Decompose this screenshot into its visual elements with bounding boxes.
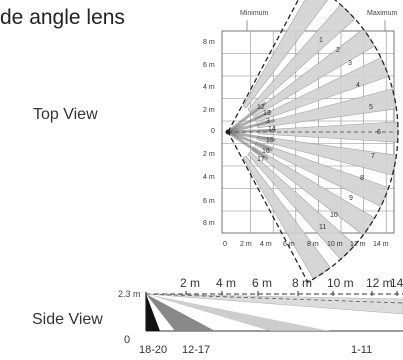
- zone-number-15: 15: [266, 137, 274, 144]
- x-tick-6m: 6 m: [283, 241, 295, 248]
- coverage-outline: [227, 0, 399, 283]
- inner-zone-beam: [227, 130, 276, 142]
- y-tick-6m-bottom: 6 m: [203, 198, 215, 205]
- range-label-maximum: Maximum: [367, 10, 398, 17]
- inner-zone-beam: [227, 109, 272, 134]
- zone-group-0: 0: [124, 334, 131, 346]
- side-tick-12m: 12 m: [366, 276, 393, 290]
- mount-height-label: 2.3 m: [118, 289, 141, 299]
- y-tick-6m-top: 6 m: [203, 62, 215, 69]
- x-tick-4m: 4 m: [260, 241, 272, 248]
- y-tick-8m-top: 8 m: [203, 39, 215, 46]
- zone-number-2: 2: [336, 47, 340, 54]
- side-tick-4m: 4 m: [216, 276, 237, 290]
- x-tick-2m: 2 m: [240, 241, 252, 248]
- inner-zone-beam: [227, 130, 274, 152]
- zone-number-5: 5: [369, 104, 373, 111]
- x-tick-10m: 10 m: [327, 241, 343, 248]
- zone-number-6: 6: [377, 129, 381, 136]
- y-tick-8m-bottom: 8 m: [203, 220, 215, 227]
- zone-group-1-11: 1-11: [351, 344, 373, 356]
- zone-number-3: 3: [348, 60, 352, 67]
- zone-number-7: 7: [371, 153, 375, 160]
- range-label-minimum: Minimum: [240, 10, 269, 17]
- y-tick-2m-top: 2 m: [203, 107, 215, 114]
- detection-zone-beam: [242, 0, 329, 109]
- beam-zones-12-17: [146, 294, 330, 331]
- lens-heading: de angle lens: [0, 6, 125, 29]
- zone-number-13: 13: [263, 110, 271, 117]
- side-tick-6m: 6 m: [252, 276, 273, 290]
- x-tick-14m: 14 m: [373, 241, 389, 248]
- zone-number-11: 11: [319, 224, 327, 231]
- zone-number-9: 9: [349, 195, 353, 202]
- x-tick-12m: 12 m: [350, 241, 366, 248]
- beam-centerline: [145, 293, 403, 304]
- zone-number-4: 4: [356, 82, 360, 89]
- zone-number-16: 16: [262, 148, 270, 155]
- zone-group-12-17: 12-17: [182, 344, 211, 356]
- top-view-label: Top View: [33, 106, 98, 123]
- side-tick-10m: 10 m: [327, 276, 354, 290]
- side-tick-14m: 14 m: [390, 276, 403, 290]
- y-tick-0: 0: [211, 128, 215, 135]
- beam-zones-1-11: [145, 293, 403, 315]
- beam-zones-18-20: [146, 294, 215, 331]
- zone-number-12: 12: [257, 104, 265, 111]
- zone-number-14: 14: [268, 126, 276, 133]
- inner-zone-beam: [227, 101, 267, 134]
- y-tick-2m-bottom: 2 m: [203, 151, 215, 158]
- zone-number-1: 1: [319, 37, 323, 44]
- inner-zone-beam: [227, 118, 275, 134]
- zone-number-3-inner: 3: [266, 118, 270, 125]
- side-tick-2m: 2 m: [180, 276, 201, 290]
- x-tick-0: 0: [223, 241, 227, 248]
- sensor-origin: [225, 129, 231, 135]
- beam-zone-0: [146, 294, 160, 331]
- x-tick-8m: 8 m: [307, 241, 319, 248]
- zone-number-8: 8: [360, 175, 364, 182]
- inner-zone-beam: [227, 130, 269, 161]
- side-view-label: Side View: [32, 311, 103, 328]
- zone-number-10: 10: [330, 212, 338, 219]
- y-tick-4m-top: 4 m: [203, 84, 215, 91]
- zone-group-18-20: 18-20: [139, 344, 168, 356]
- y-tick-4m-bottom: 4 m: [203, 174, 215, 181]
- zone-number-17: 17: [257, 156, 265, 163]
- side-tick-8m: 8 m: [292, 276, 313, 290]
